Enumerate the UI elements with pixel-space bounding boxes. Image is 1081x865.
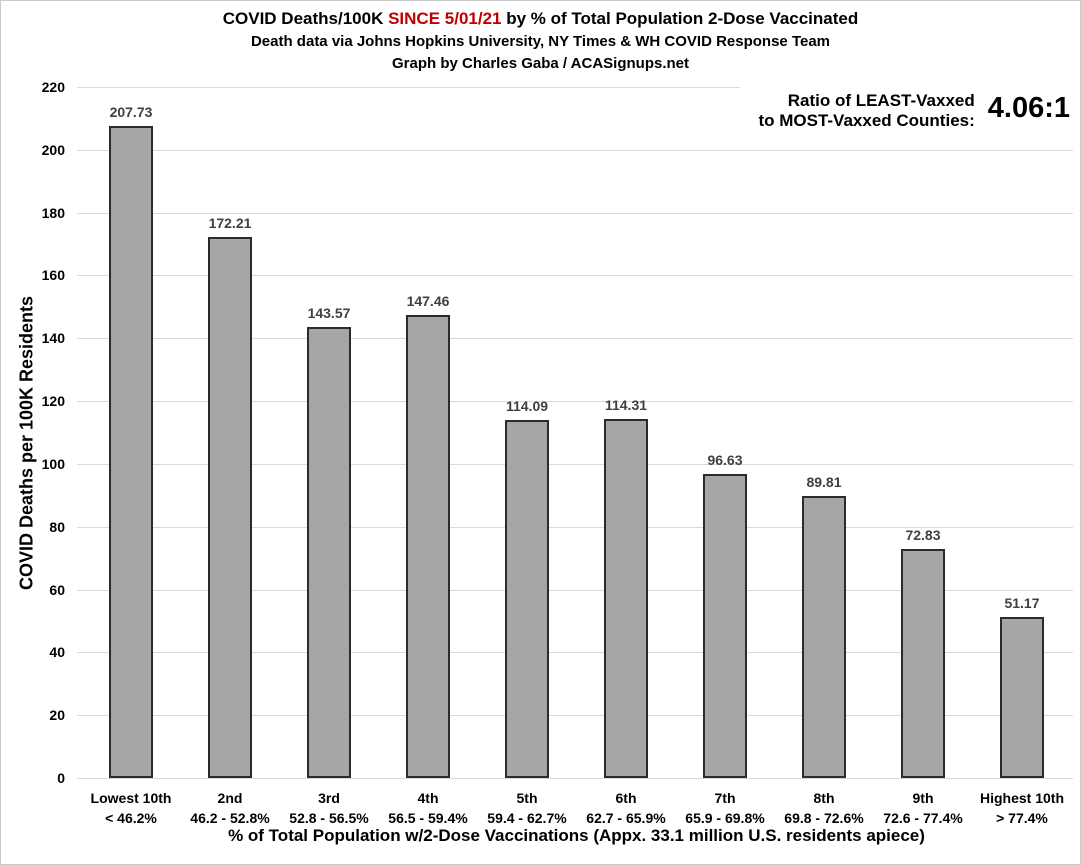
gridline [77,527,1073,528]
y-tick-label: 0 [57,770,65,786]
chart-subtitle-source: Death data via Johns Hopkins University,… [250,33,831,50]
gridline [77,87,1073,88]
bar-value-label: 89.81 [806,474,842,490]
y-tick-label: 80 [49,519,65,535]
y-tick-label: 20 [49,707,65,723]
ratio-label-line1: Ratio of LEAST-Vaxxed [787,91,975,110]
bar-value-label: 143.57 [307,305,351,321]
category-range-label: 59.4 - 62.7% [487,810,567,826]
bar [307,327,351,778]
bar [208,237,252,778]
gridline [77,652,1073,653]
bar [604,419,648,778]
bar-value-label: 51.17 [1004,595,1040,611]
category-tier-label: 9th [912,790,934,806]
category-range-label: 62.7 - 65.9% [586,810,666,826]
bar [1000,617,1044,778]
category-range-label: 65.9 - 69.8% [685,810,765,826]
x-axis-title: % of Total Population w/2-Dose Vaccinati… [228,826,925,845]
category-range-label: 72.6 - 77.4% [883,810,963,826]
gridline [77,213,1073,214]
ratio-annotation: Ratio of LEAST-Vaxxed to MOST-Vaxxed Cou… [740,81,1074,139]
bar-value-label: 147.46 [406,293,450,309]
category-range-label: 46.2 - 52.8% [190,810,270,826]
y-tick-label: 40 [49,644,65,660]
y-tick-label: 140 [41,330,65,346]
gridline [77,464,1073,465]
bar [406,315,450,778]
category-range-label: 52.8 - 56.5% [289,810,369,826]
y-tick-label: 180 [41,205,65,221]
chart-subtitle-credit: Graph by Charles Gaba / ACASignups.net [392,55,689,72]
category-tier-label: 4th [417,790,439,806]
bar [901,549,945,778]
category-range-label: > 77.4% [996,810,1048,826]
y-axis-title: COVID Deaths per 100K Residents [16,295,37,591]
y-tick-label: 100 [41,456,65,472]
chart-title: COVID Deaths/100K SINCE 5/01/21 by % of … [1,9,1080,29]
category-tier-label: 8th [813,790,835,806]
chart-title-suffix: by % of Total Population 2-Dose Vaccinat… [501,9,859,28]
category-range-label: < 46.2% [105,810,157,826]
bar-value-label: 172.21 [208,215,252,231]
bar [505,420,549,778]
gridline [77,401,1073,402]
gridline [77,590,1073,591]
y-tick-label: 60 [49,582,65,598]
bar [109,126,153,778]
y-tick-label: 160 [41,267,65,283]
bar-value-label: 207.73 [109,104,153,120]
category-tier-label: 7th [714,790,736,806]
category-tier-label: 3rd [318,790,340,806]
gridline [77,150,1073,151]
bar [703,474,747,778]
category-range-label: 56.5 - 59.4% [388,810,468,826]
gridline [77,778,1073,779]
gridline [77,715,1073,716]
gridline [77,275,1073,276]
y-tick-label: 200 [41,142,65,158]
chart-title-highlight: SINCE 5/01/21 [388,9,502,28]
chart-title-prefix: COVID Deaths/100K [222,9,389,28]
ratio-label: Ratio of LEAST-Vaxxed to MOST-Vaxxed Cou… [758,91,974,131]
y-tick-label: 120 [41,393,65,409]
category-range-label: 69.8 - 72.6% [784,810,864,826]
ratio-value: 4.06:1 [987,92,1070,124]
bar-value-label: 114.09 [505,398,549,414]
ratio-label-line2: to MOST-Vaxxed Counties: [758,111,975,130]
y-tick-label: 220 [41,79,65,95]
bar-value-label: 114.31 [604,397,648,413]
bar [802,496,846,778]
bar-value-label: 96.63 [707,452,743,468]
category-tier-label: Highest 10th [979,790,1064,806]
category-tier-label: 5th [516,790,538,806]
bar-value-label: 72.83 [905,527,941,543]
category-tier-label: 2nd [217,790,243,806]
category-tier-label: Lowest 10th [90,790,172,806]
category-tier-label: 6th [615,790,637,806]
gridline [77,338,1073,339]
